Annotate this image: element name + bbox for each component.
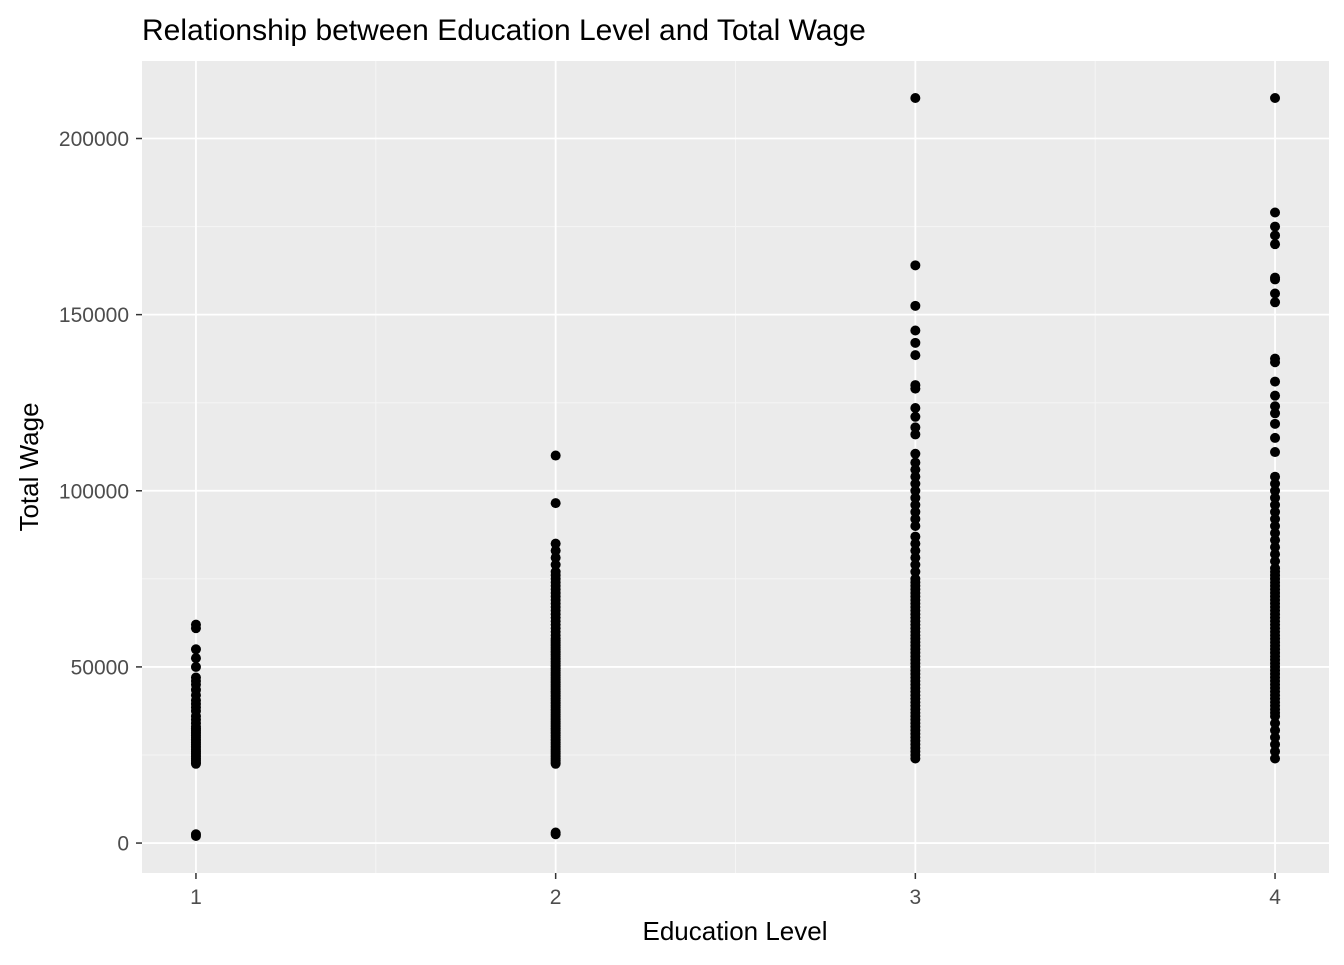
data-point	[1270, 230, 1281, 241]
data-point	[190, 644, 201, 655]
data-point	[910, 350, 921, 361]
data-point	[1270, 549, 1281, 560]
data-point	[1270, 753, 1281, 764]
x-axis-ticks: 1 2 3 4	[190, 873, 1281, 909]
data-point	[910, 531, 921, 542]
data-point	[1270, 492, 1281, 503]
data-point	[1270, 376, 1281, 387]
data-point	[910, 506, 921, 517]
data-point	[910, 325, 921, 336]
data-point	[1270, 746, 1281, 757]
y-tick-label: 150000	[59, 304, 129, 327]
data-point	[910, 429, 921, 440]
data-point	[1270, 353, 1281, 364]
y-axis-title: Total Wage	[14, 402, 44, 531]
data-point	[910, 485, 921, 496]
data-point	[910, 559, 921, 570]
data-point	[1270, 418, 1281, 429]
data-point	[910, 337, 921, 348]
data-point	[1270, 499, 1281, 510]
x-tick-label: 1	[190, 886, 202, 909]
data-point	[1270, 288, 1281, 299]
data-point	[910, 545, 921, 556]
data-point	[1270, 92, 1281, 103]
data-point	[910, 499, 921, 510]
x-tick-label: 3	[910, 886, 922, 909]
data-point	[1270, 528, 1281, 539]
data-point	[910, 448, 921, 459]
data-point	[910, 521, 921, 532]
data-point	[910, 260, 921, 271]
x-tick-label: 4	[1269, 886, 1281, 909]
data-point	[1270, 221, 1281, 232]
data-point	[1270, 432, 1281, 443]
data-point	[190, 829, 201, 840]
minor-gridlines	[142, 61, 1329, 873]
data-point	[1270, 718, 1281, 729]
data-point	[550, 559, 561, 570]
data-point	[1270, 535, 1281, 546]
data-point	[1270, 272, 1281, 283]
data-point	[1270, 732, 1281, 743]
y-tick-label: 50000	[71, 656, 129, 679]
data-point	[910, 92, 921, 103]
data-point	[910, 464, 921, 475]
data-point	[1270, 563, 1281, 574]
data-point	[910, 573, 921, 584]
data-point	[550, 450, 561, 461]
data-point	[1270, 506, 1281, 517]
data-point	[910, 492, 921, 503]
data-point	[550, 827, 561, 838]
data-point	[550, 538, 561, 549]
data-point	[910, 513, 921, 524]
data-point	[1270, 239, 1281, 250]
data-point	[190, 619, 201, 630]
data-point	[910, 471, 921, 482]
data-point	[1270, 207, 1281, 218]
data-point	[910, 566, 921, 577]
data-point	[550, 545, 561, 556]
data-point	[1270, 401, 1281, 412]
data-point	[190, 672, 201, 683]
data-point	[1270, 485, 1281, 496]
data-point	[1270, 521, 1281, 532]
data-point	[1270, 478, 1281, 489]
y-axis-ticks: 0 50000 100000 150000 200000	[59, 128, 142, 856]
data-point	[910, 538, 921, 549]
data-point	[550, 566, 561, 577]
y-tick-label: 0	[117, 833, 129, 856]
data-point	[1270, 739, 1281, 750]
data-point	[1270, 297, 1281, 308]
data-point	[910, 411, 921, 422]
data-point	[910, 422, 921, 433]
data-point	[1270, 390, 1281, 401]
data-point	[910, 402, 921, 413]
data-point	[910, 300, 921, 311]
data-point	[910, 478, 921, 489]
data-point	[550, 498, 561, 509]
data-point	[1270, 513, 1281, 524]
x-axis-title: Education Level	[642, 916, 827, 946]
data-point	[550, 552, 561, 563]
data-point	[910, 552, 921, 563]
data-point	[1270, 471, 1281, 482]
data-point	[1270, 556, 1281, 567]
data-point	[190, 653, 201, 664]
chart-title: Relationship between Education Level and…	[142, 14, 866, 47]
y-tick-label: 200000	[59, 128, 129, 151]
data-point	[910, 380, 921, 391]
data-points	[190, 92, 1281, 842]
x-tick-label: 2	[550, 886, 562, 909]
data-point	[1270, 542, 1281, 553]
data-point	[1270, 408, 1281, 419]
data-point	[190, 661, 201, 672]
y-tick-label: 100000	[59, 480, 129, 503]
data-point	[1270, 725, 1281, 736]
data-point	[910, 457, 921, 468]
data-point	[1270, 447, 1281, 458]
